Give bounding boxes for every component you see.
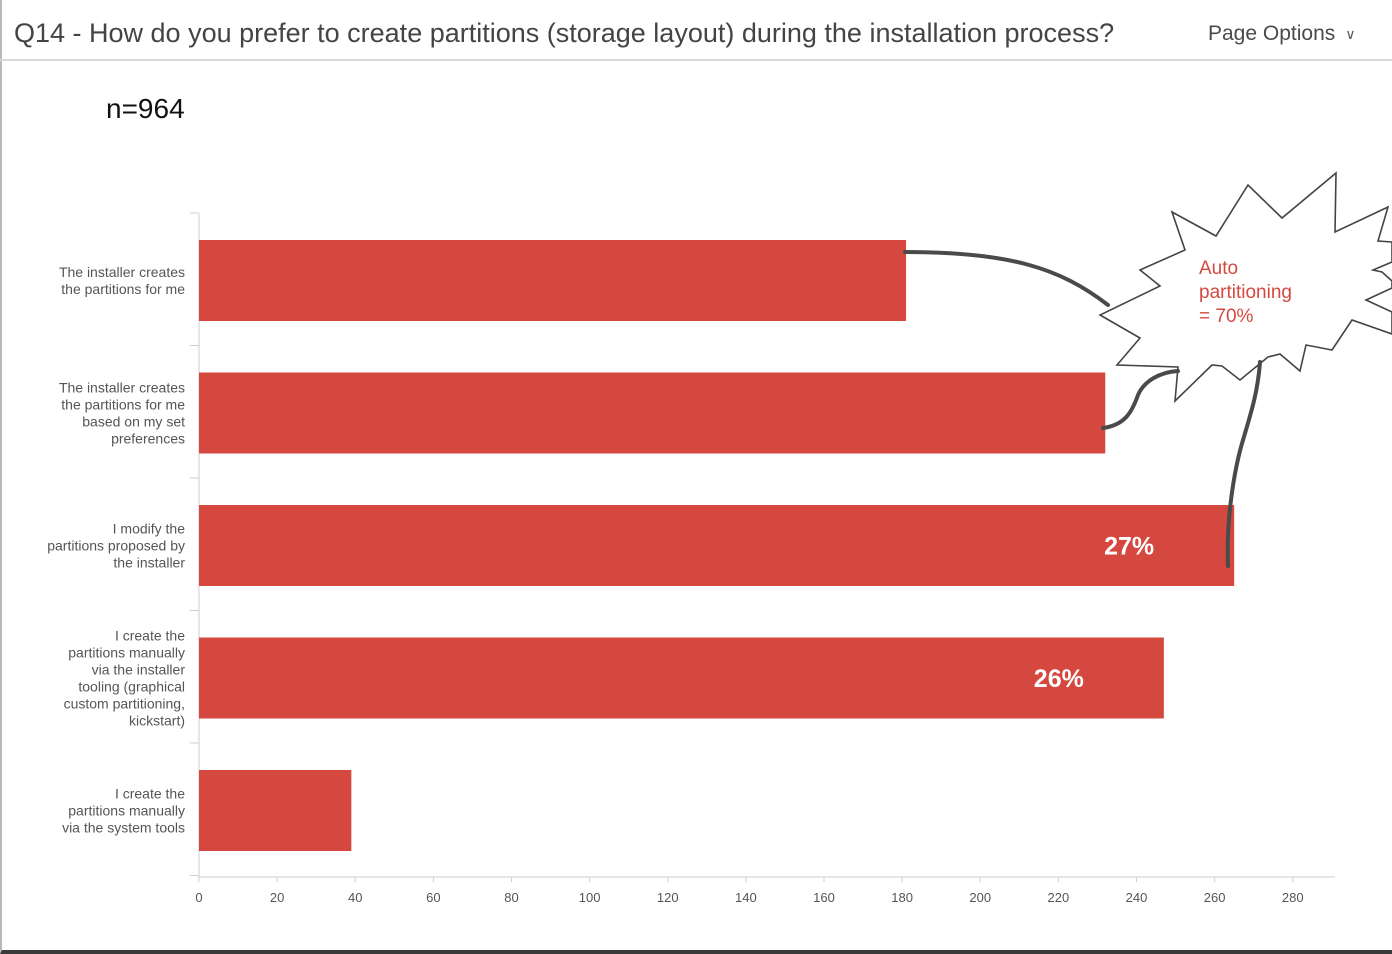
x-tick-label: 80 <box>504 890 518 905</box>
bars: The installer creates the partitions for … <box>47 240 1235 851</box>
annotation: Auto partitioning = 70% <box>903 171 1392 568</box>
x-tick-label: 20 <box>270 890 284 905</box>
x-tick-label: 180 <box>891 890 913 905</box>
connector-curve <box>1101 369 1180 430</box>
category-label: I modify the partitions proposed by the in… <box>47 521 185 571</box>
x-tick-label: 240 <box>1126 890 1148 905</box>
starburst-callout <box>1098 171 1392 404</box>
x-tick-label: 100 <box>579 890 601 905</box>
x-tick-label: 260 <box>1204 890 1226 905</box>
connector-curve <box>903 250 1110 307</box>
bar <box>199 637 1164 719</box>
x-tick-label: 220 <box>1048 890 1070 905</box>
x-tick-label: 60 <box>426 890 440 905</box>
page-options-button[interactable]: Page Options ∨ <box>1208 22 1356 46</box>
connector-curve <box>1225 360 1262 568</box>
x-tick-label: 160 <box>813 890 835 905</box>
category-label: The installer creates the partitions for … <box>59 264 185 297</box>
category-label: I create the partitions manually via the s… <box>62 786 185 836</box>
bar <box>199 505 1235 586</box>
x-tick-label: 120 <box>657 890 679 905</box>
sample-size-label: n=964 <box>106 93 185 124</box>
x-tick-label: 40 <box>348 890 362 905</box>
data-label: 26% <box>1034 665 1084 693</box>
bar <box>199 372 1106 454</box>
page-options-label: Page Options <box>1208 22 1336 45</box>
x-tick-label: 140 <box>735 890 757 905</box>
page-title: Q14 - How do you prefer to create partit… <box>14 18 1115 48</box>
category-label: The installer creates the partitions for … <box>59 380 185 447</box>
bar <box>199 770 352 851</box>
x-tick-label: 200 <box>969 890 991 905</box>
x-tick-label: 0 <box>195 890 202 905</box>
axes: 0 20 40 60 80 100 120 140 160 180 200 220 240 260 280 <box>190 212 1335 905</box>
callout-text: Auto partitioning = 70% <box>1199 258 1292 327</box>
chevron-down-icon: ∨ <box>1345 25 1356 42</box>
data-label: 27% <box>1104 533 1154 561</box>
header-divider <box>0 59 1392 61</box>
x-tick-label: 280 <box>1282 890 1304 905</box>
category-label: I create the partitions manually via the i… <box>64 628 186 729</box>
bar <box>199 240 907 321</box>
